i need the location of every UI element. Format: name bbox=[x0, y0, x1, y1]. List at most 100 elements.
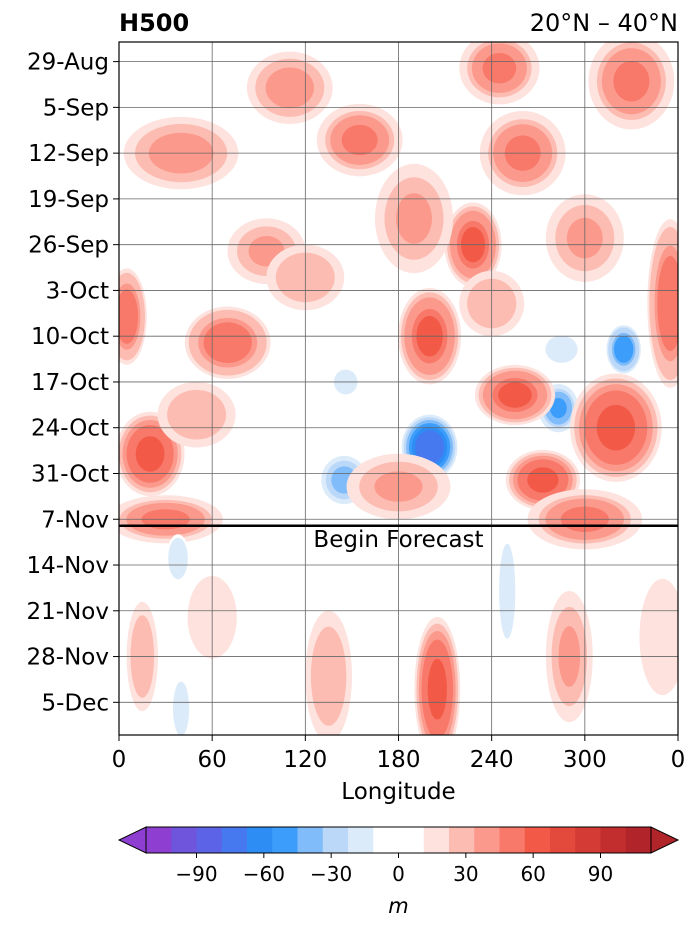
anomaly-contour bbox=[616, 339, 631, 360]
anomaly-feature bbox=[606, 325, 641, 374]
anomaly-feature bbox=[184, 306, 271, 379]
y-tick-label: 31-Oct bbox=[31, 461, 109, 487]
colorbar-tick-label: −60 bbox=[243, 862, 285, 886]
anomaly-feature bbox=[526, 541, 551, 563]
y-axis-ticks: 29-Aug 5-Sep 12-Sep 19-Sep 26-Sep 3-Oct 10-Oct… bbox=[27, 50, 119, 716]
anomaly-contour bbox=[650, 606, 675, 668]
y-tick-label: 24-Oct bbox=[31, 416, 109, 442]
colorbar-segment bbox=[550, 827, 576, 853]
anomaly-contour bbox=[482, 52, 517, 84]
anomaly-contour bbox=[550, 398, 567, 419]
colorbar-tick-label: 60 bbox=[520, 862, 545, 886]
chart-title-right: 20°N – 40°N bbox=[530, 9, 678, 37]
anomaly-feature bbox=[171, 675, 191, 735]
y-tick-label: 29-Aug bbox=[27, 50, 109, 76]
colorbar-segment bbox=[146, 827, 172, 853]
colorbar-tick-label: 90 bbox=[588, 862, 613, 886]
anomaly-contour bbox=[341, 124, 378, 156]
colorbar-segment bbox=[600, 827, 627, 853]
x-tick-label: 120 bbox=[283, 747, 327, 773]
anomaly-contour bbox=[175, 688, 188, 730]
anomaly-feature bbox=[497, 533, 517, 650]
colorbar-segment bbox=[499, 827, 526, 853]
anomaly-contour bbox=[527, 467, 559, 493]
colorbar-segment bbox=[398, 827, 425, 853]
y-tick-label: 26-Sep bbox=[28, 233, 109, 259]
anomaly-contour bbox=[526, 541, 551, 563]
anomaly-contour bbox=[613, 60, 650, 102]
anomaly-feature bbox=[588, 42, 675, 130]
colorbar-segment bbox=[524, 827, 551, 853]
colorbar-label: m bbox=[388, 894, 408, 918]
anomaly-feature bbox=[375, 163, 453, 274]
y-tick-label: 17-Oct bbox=[31, 370, 109, 396]
x-tick-label: 0 bbox=[112, 747, 127, 773]
colorbar-segment bbox=[322, 827, 349, 853]
anomaly-feature bbox=[639, 578, 678, 696]
colorbar-segment bbox=[423, 827, 450, 853]
colorbar-under-arrow bbox=[117, 826, 147, 854]
anomaly-feature bbox=[459, 42, 540, 105]
colorbar-segment bbox=[196, 827, 223, 853]
y-tick-label: 28-Nov bbox=[27, 645, 109, 671]
x-axis-label: Longitude bbox=[341, 779, 455, 805]
y-tick-label: 21-Nov bbox=[27, 599, 109, 625]
anomaly-contour bbox=[317, 645, 340, 707]
x-tick-label: 0 bbox=[671, 747, 686, 773]
anomaly-contour bbox=[660, 268, 678, 339]
y-tick-label: 3-Oct bbox=[46, 278, 109, 304]
anomaly-contour bbox=[498, 382, 532, 408]
x-tick-label: 180 bbox=[377, 747, 421, 773]
y-tick-label: 5-Sep bbox=[43, 95, 109, 121]
colorbar-tick-label: 0 bbox=[392, 862, 405, 886]
forecast-marker: Begin Forecast bbox=[119, 524, 678, 553]
anomaly-feature bbox=[119, 268, 147, 365]
colorbar-segment bbox=[171, 827, 198, 853]
colorbar-segment bbox=[221, 827, 248, 853]
anomaly-feature bbox=[647, 219, 678, 388]
anomaly-contour bbox=[418, 434, 441, 460]
colorbar-segment bbox=[348, 827, 374, 853]
anomaly-feature bbox=[246, 51, 333, 124]
anomaly-feature bbox=[541, 332, 582, 366]
colorbar-segment bbox=[449, 827, 475, 853]
anomaly-contour bbox=[119, 296, 136, 337]
anomaly-contour bbox=[501, 555, 514, 627]
grid-lines bbox=[118, 42, 679, 735]
anomaly-feature bbox=[305, 610, 352, 735]
forecast-annotation: Begin Forecast bbox=[313, 527, 483, 553]
x-tick-label: 60 bbox=[198, 747, 227, 773]
colorbar-segment bbox=[297, 827, 324, 853]
y-tick-label: 14-Nov bbox=[27, 553, 109, 579]
colorbar-segment bbox=[272, 827, 299, 853]
colorbar-tick-label: −30 bbox=[310, 862, 352, 886]
y-tick-label: 5-Dec bbox=[42, 690, 109, 716]
anomaly-contour bbox=[396, 193, 432, 244]
colorbar-segment bbox=[625, 827, 652, 853]
anomaly-feature bbox=[166, 534, 190, 583]
x-tick-label: 240 bbox=[470, 747, 514, 773]
y-tick-label: 19-Sep bbox=[28, 187, 109, 213]
anomaly-feature bbox=[316, 103, 403, 177]
colorbar-segment bbox=[247, 827, 273, 853]
colorbar-tick-label: −90 bbox=[175, 862, 217, 886]
colorbar: −90 −60 −30 0 30 60 90 bbox=[117, 826, 680, 886]
anomaly-feature bbox=[414, 616, 461, 735]
anomaly-contour bbox=[209, 327, 246, 358]
y-tick-label: 12-Sep bbox=[28, 141, 109, 167]
anomaly-contour bbox=[172, 545, 184, 572]
colorbar-segment bbox=[575, 827, 602, 853]
anomaly-feature bbox=[331, 367, 360, 397]
anomaly-contour bbox=[549, 339, 574, 360]
anomaly-contour bbox=[271, 72, 308, 104]
y-tick-label: 7-Nov bbox=[41, 507, 109, 533]
anomaly-contour bbox=[352, 562, 383, 594]
anomaly-feature bbox=[474, 364, 556, 426]
x-tick-label: 300 bbox=[563, 747, 607, 773]
anomaly-contour bbox=[135, 436, 165, 472]
chart-title-left: H500 bbox=[119, 9, 189, 37]
x-axis-ticks: 0 60 120 180 240 300 0 bbox=[112, 735, 686, 773]
colorbar-tick-label: 30 bbox=[453, 862, 478, 886]
